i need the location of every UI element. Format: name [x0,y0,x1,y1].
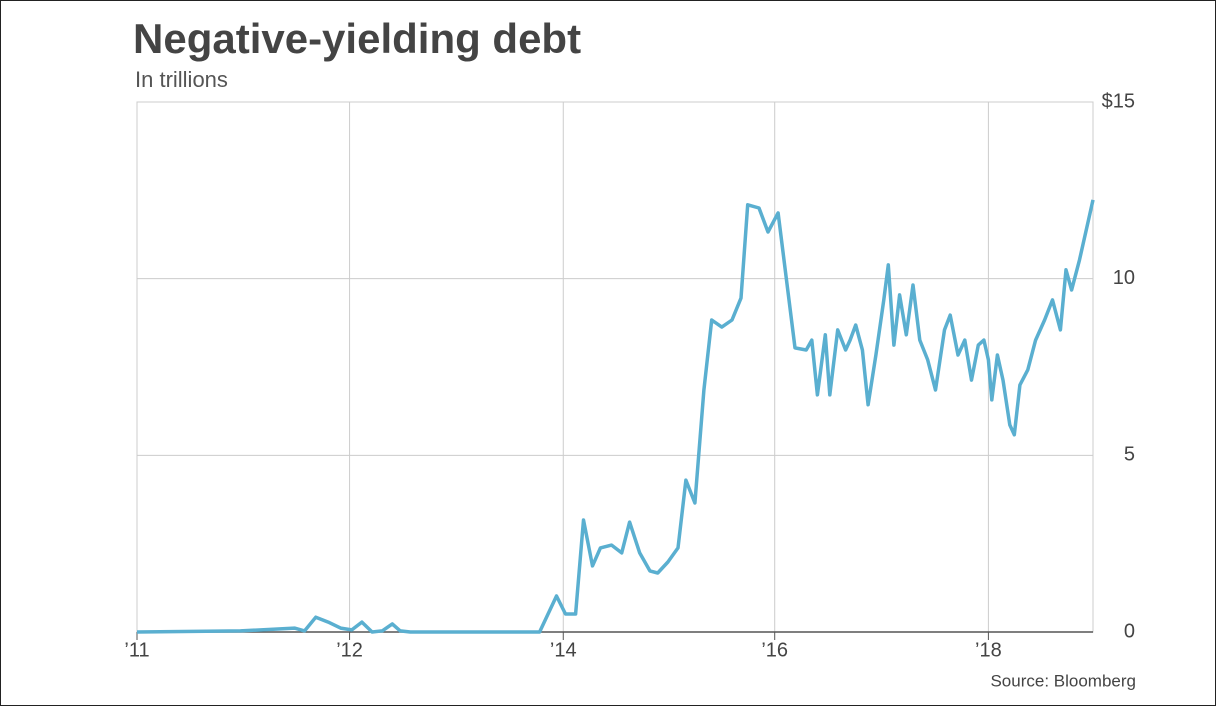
x-tick-label: ’11 [124,639,149,661]
x-tick-label: ’14 [550,639,577,661]
y-tick-label: $15 [1102,90,1135,112]
y-tick-label: 0 [1124,620,1135,642]
x-tick-label: ’12 [336,639,363,661]
chart-subtitle: In trillions [135,67,228,92]
chart-title: Negative-yielding debt [133,15,581,62]
x-tick-label: ’16 [761,639,788,661]
x-tick-label: ’18 [975,639,1002,661]
y-tick-label: 5 [1124,444,1135,466]
y-tick-label: 10 [1113,267,1135,289]
plot-area [136,101,1094,633]
source-note: Source: Bloomberg [990,671,1136,690]
data-line [136,199,1095,634]
